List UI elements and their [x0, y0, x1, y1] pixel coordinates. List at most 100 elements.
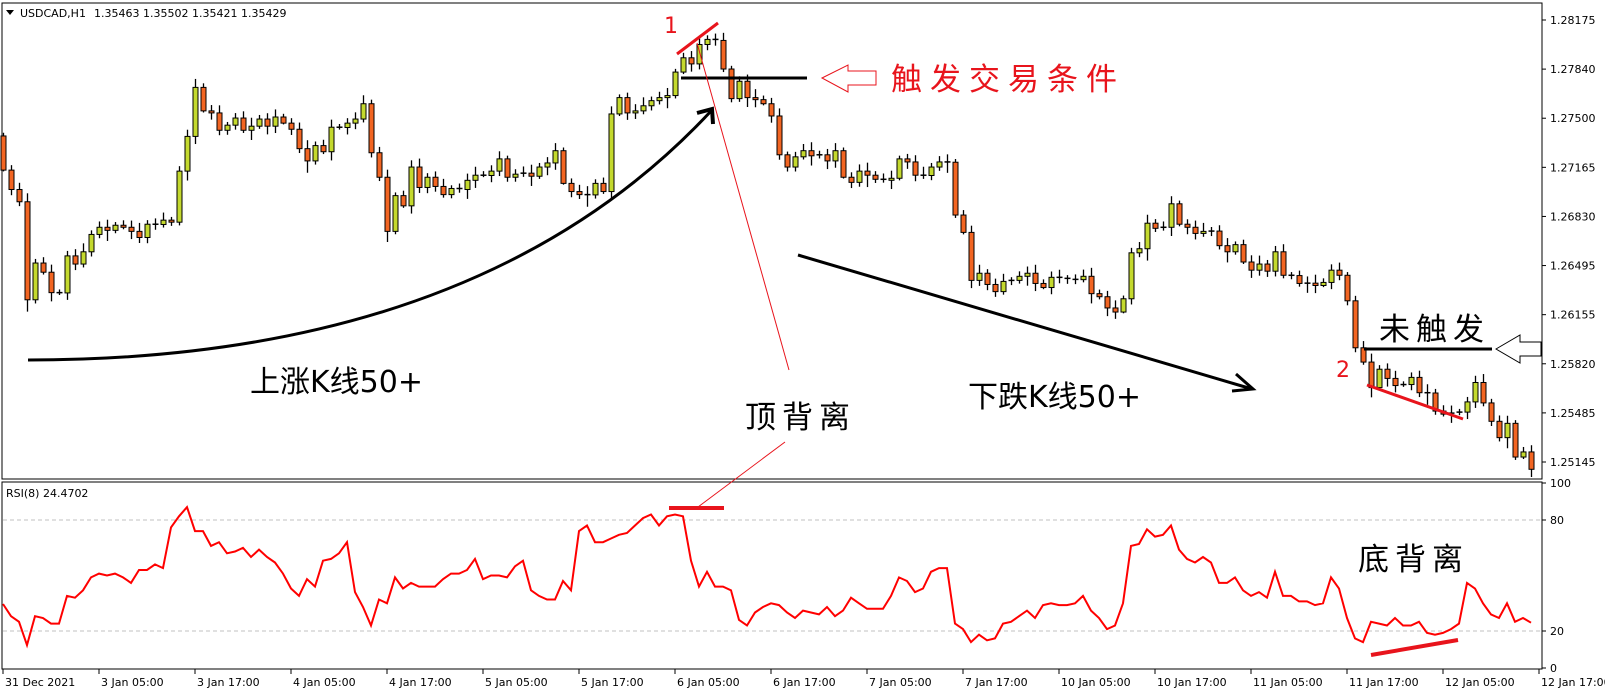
candle-body-bear	[1112, 307, 1119, 313]
price-tick-label: 1.25145	[1550, 456, 1596, 469]
candle-body-bull	[408, 166, 415, 207]
candle-body-bull	[88, 233, 95, 253]
candle-body-bull	[672, 71, 679, 97]
candle-body-bear	[1216, 230, 1223, 247]
candle-body-bear	[8, 169, 15, 191]
candle	[1056, 269, 1063, 284]
candle	[288, 118, 295, 135]
candle	[936, 156, 943, 171]
candle	[472, 166, 479, 188]
candle	[1080, 269, 1087, 283]
candle	[896, 155, 903, 181]
candle	[1312, 274, 1319, 294]
candle-body-bull	[648, 100, 655, 107]
candle-body-bear	[1040, 282, 1047, 289]
candle	[608, 106, 615, 201]
candle	[824, 148, 831, 170]
price-tick-label: 1.27840	[1550, 63, 1596, 76]
candle	[880, 173, 887, 183]
candle-body-bull	[1000, 280, 1007, 293]
candle	[256, 114, 263, 129]
candle	[384, 169, 391, 242]
candle-body-bull	[328, 126, 335, 153]
candle-body-bear	[288, 122, 295, 130]
candle-body-bull	[608, 113, 615, 193]
candle	[1464, 396, 1471, 420]
candle	[200, 83, 207, 113]
candle	[16, 182, 23, 207]
candle	[1416, 370, 1423, 398]
rsi-tick-label: 0	[1550, 662, 1557, 675]
candle-body-bear	[952, 161, 959, 216]
candle	[1512, 420, 1519, 460]
candle-body-bear	[968, 231, 975, 281]
candle-body-bull	[160, 219, 167, 226]
candle-body-bear	[24, 201, 31, 301]
price-tick-label: 1.27500	[1550, 112, 1596, 125]
time-tick-label: 7 Jan 05:00	[869, 676, 932, 689]
top-divergence-pointer-upper	[696, 42, 790, 371]
candle	[728, 65, 735, 103]
candle-body-bear	[1432, 392, 1439, 412]
candle-body-bear	[600, 182, 607, 193]
candle	[968, 225, 975, 289]
candle-body-bear	[304, 148, 311, 162]
candle	[1472, 375, 1479, 408]
candle-body-bull	[352, 118, 359, 124]
candle	[1296, 270, 1303, 287]
time-tick-label: 10 Jan 17:00	[1157, 676, 1227, 689]
candle-body-bear	[264, 118, 271, 127]
candle	[336, 124, 343, 130]
candle-body-bear	[752, 97, 759, 101]
candle-body-bear	[1416, 376, 1423, 394]
time-tick-label: 12 Jan 17:00	[1541, 676, 1605, 689]
candle	[904, 153, 911, 169]
candle	[144, 220, 151, 244]
candle-body-bear	[320, 145, 327, 153]
candle	[1504, 415, 1511, 449]
time-axis: 31 Dec 2021 3 Jan 05:00 3 Jan 17:00 4 Jan 0…	[2, 669, 1605, 689]
candle-body-bear	[136, 230, 143, 238]
candle	[1456, 408, 1463, 416]
dropdown-triangle-icon[interactable]	[6, 10, 14, 15]
time-tick-label: 6 Jan 05:00	[677, 676, 740, 689]
candle	[768, 97, 775, 123]
candle-body-bear	[760, 99, 767, 105]
candle-body-bear	[1344, 274, 1351, 302]
bottom-falling-lows-line	[1366, 383, 1464, 421]
time-tick-label: 31 Dec 2021	[5, 676, 75, 689]
candle-body-bull	[1128, 252, 1135, 300]
candle-body-bull	[176, 170, 183, 223]
candles	[0, 32, 1535, 478]
candle	[776, 108, 783, 160]
candle-body-bull	[1200, 230, 1207, 234]
rsi-level-lines	[3, 519, 1542, 632]
candle	[1384, 363, 1391, 387]
candle	[792, 151, 799, 172]
candle-body-bear	[1280, 251, 1287, 276]
candle	[376, 146, 383, 182]
top-rising-highs-line	[676, 21, 719, 56]
candle-body-bull	[96, 226, 103, 235]
candle-body-bear	[848, 176, 855, 183]
price-tick-label: 1.26495	[1550, 260, 1596, 273]
candle-body-bull	[1256, 263, 1263, 271]
candle	[1376, 365, 1383, 391]
price-panel-frame	[1, 2, 1543, 480]
candle	[1008, 277, 1015, 286]
candle	[24, 193, 31, 312]
candle	[840, 147, 847, 179]
top-divergence-text: 顶背离	[745, 400, 856, 436]
arrowhead-icon	[696, 106, 715, 125]
price-axis: 1.28175 1.27840 1.27500 1.27165 1.26830 1.264…	[1542, 14, 1596, 469]
candle-body-bull	[632, 110, 639, 114]
candle-body-bull	[1504, 422, 1511, 439]
candle-body-bull	[976, 272, 983, 281]
candle-body-bear	[384, 176, 391, 232]
candle	[296, 122, 303, 154]
candle	[944, 154, 951, 173]
candle-body-bull	[1144, 222, 1151, 250]
candle-body-bull	[312, 145, 319, 162]
candle	[240, 111, 247, 133]
candle-body-bull	[496, 158, 503, 172]
